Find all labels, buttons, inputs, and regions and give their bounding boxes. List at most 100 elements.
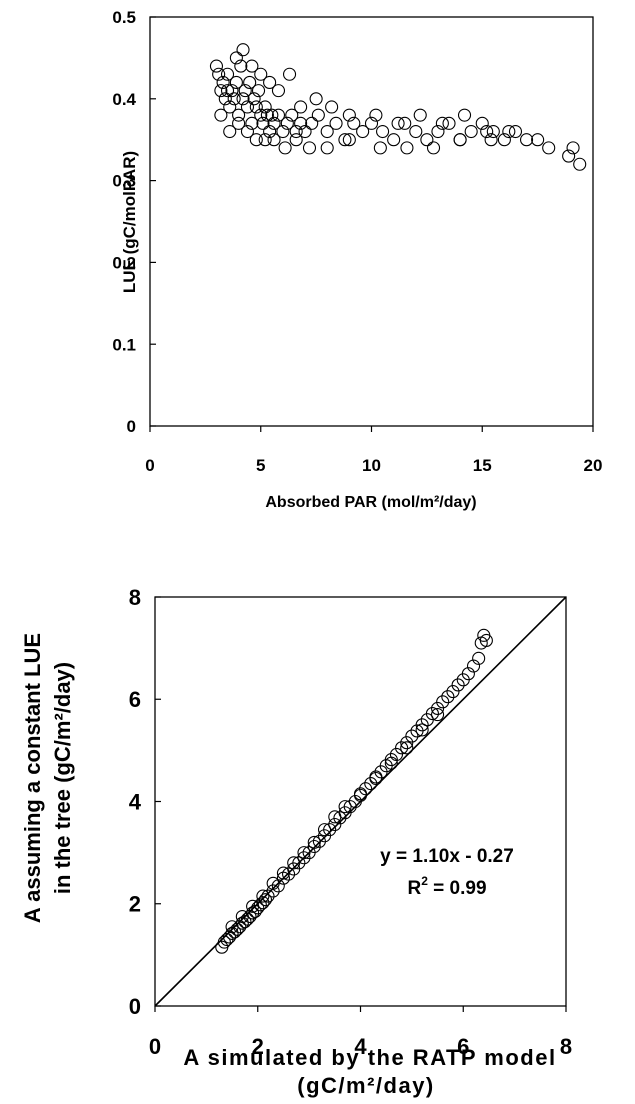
- x-tick-label: 8: [560, 1034, 572, 1059]
- data-point: [305, 116, 319, 130]
- y-tick-label: 0: [127, 417, 136, 436]
- data-point: [260, 108, 274, 122]
- data-point: [323, 823, 337, 837]
- data-point: [420, 133, 434, 147]
- data-point: [409, 124, 423, 139]
- data-point: [508, 124, 523, 139]
- data-point: [245, 59, 259, 73]
- data-point: [287, 856, 301, 870]
- comparison-points: [215, 628, 493, 954]
- data-point: [232, 116, 246, 130]
- data-point: [475, 116, 489, 130]
- data-point: [245, 116, 259, 130]
- data-point: [311, 108, 325, 122]
- data-point: [333, 811, 347, 825]
- data-point: [486, 124, 500, 139]
- lue-chart: 0 0.1 0.2 0.3 0.4 0.5 0 5 10 15 20 LUE (gC/molPAR…: [112, 8, 602, 511]
- comparison-y-axis-label-line1: A assuming a constant LUE: [20, 633, 45, 923]
- data-point: [320, 141, 334, 155]
- data-point: [280, 116, 294, 130]
- comparison-y-ticks: 0 2 4 6 8: [129, 585, 161, 1019]
- x-tick-label: 0: [145, 456, 154, 475]
- data-point: [442, 116, 456, 130]
- data-point: [217, 935, 231, 949]
- data-point: [376, 124, 390, 139]
- data-point: [453, 133, 467, 147]
- r-squared-base: R: [407, 878, 421, 899]
- data-point: [364, 116, 379, 130]
- data-point: [254, 108, 268, 122]
- data-point: [400, 141, 414, 155]
- data-point: [461, 667, 475, 681]
- x-tick-label: 20: [584, 456, 603, 475]
- data-point: [384, 756, 398, 770]
- y-tick-label: 0.1: [112, 335, 136, 354]
- comparison-x-axis-label-line1: A simulated by the RATP model: [183, 1045, 556, 1070]
- data-point: [212, 67, 226, 81]
- data-point: [267, 133, 281, 147]
- data-point: [415, 718, 429, 732]
- data-point: [253, 898, 267, 912]
- data-point: [542, 141, 556, 155]
- data-point: [276, 866, 290, 880]
- data-point: [431, 124, 445, 139]
- data-point: [209, 59, 223, 73]
- data-point: [222, 930, 237, 944]
- data-point: [531, 133, 545, 147]
- data-point: [425, 707, 439, 721]
- data-point: [236, 92, 250, 106]
- y-tick-label: 0.5: [112, 8, 136, 27]
- data-point: [225, 920, 239, 934]
- data-point: [317, 823, 332, 837]
- data-point: [267, 116, 281, 130]
- data-point: [347, 116, 361, 130]
- data-point: [254, 67, 268, 81]
- data-point: [431, 701, 445, 716]
- r-squared-label: R2 = 0.99: [407, 874, 486, 899]
- data-point: [309, 92, 323, 106]
- data-point: [289, 133, 303, 147]
- data-point: [276, 124, 290, 139]
- data-point: [246, 899, 260, 913]
- y-tick-label: 0.3: [112, 172, 136, 191]
- data-point: [431, 708, 445, 722]
- data-point: [307, 835, 321, 849]
- data-point: [218, 92, 232, 106]
- comparison-x-ticks: 0 2 4 6 8: [149, 1006, 572, 1059]
- data-point: [216, 75, 230, 89]
- lue-x-axis-label: Absorbed PAR (mol/m²/day): [265, 494, 476, 511]
- data-point: [266, 884, 280, 898]
- data-point: [562, 149, 576, 163]
- data-point: [282, 867, 296, 881]
- data-point: [229, 51, 243, 65]
- data-point: [307, 839, 321, 854]
- data-point: [258, 133, 272, 147]
- data-point: [240, 100, 255, 114]
- data-point: [235, 909, 249, 924]
- lue-points: [209, 43, 587, 171]
- data-point: [466, 659, 481, 673]
- data-point: [271, 108, 286, 122]
- data-point: [297, 851, 311, 865]
- data-point: [251, 84, 266, 98]
- data-point: [263, 75, 277, 89]
- data-point: [233, 920, 247, 934]
- data-point: [435, 116, 449, 130]
- data-point: [484, 133, 498, 147]
- data-point: [214, 84, 228, 98]
- x-tick-label: 4: [354, 1034, 367, 1059]
- y-tick-label: 0: [129, 994, 141, 1019]
- data-point: [249, 133, 263, 147]
- data-point: [405, 729, 419, 743]
- data-point: [457, 108, 472, 122]
- data-point: [258, 100, 272, 114]
- data-point: [369, 108, 383, 122]
- data-point: [566, 141, 580, 155]
- data-point: [266, 876, 280, 890]
- data-point: [223, 124, 237, 139]
- data-point: [292, 856, 306, 870]
- data-point: [297, 846, 311, 860]
- data-point: [220, 84, 235, 98]
- data-point: [472, 651, 486, 665]
